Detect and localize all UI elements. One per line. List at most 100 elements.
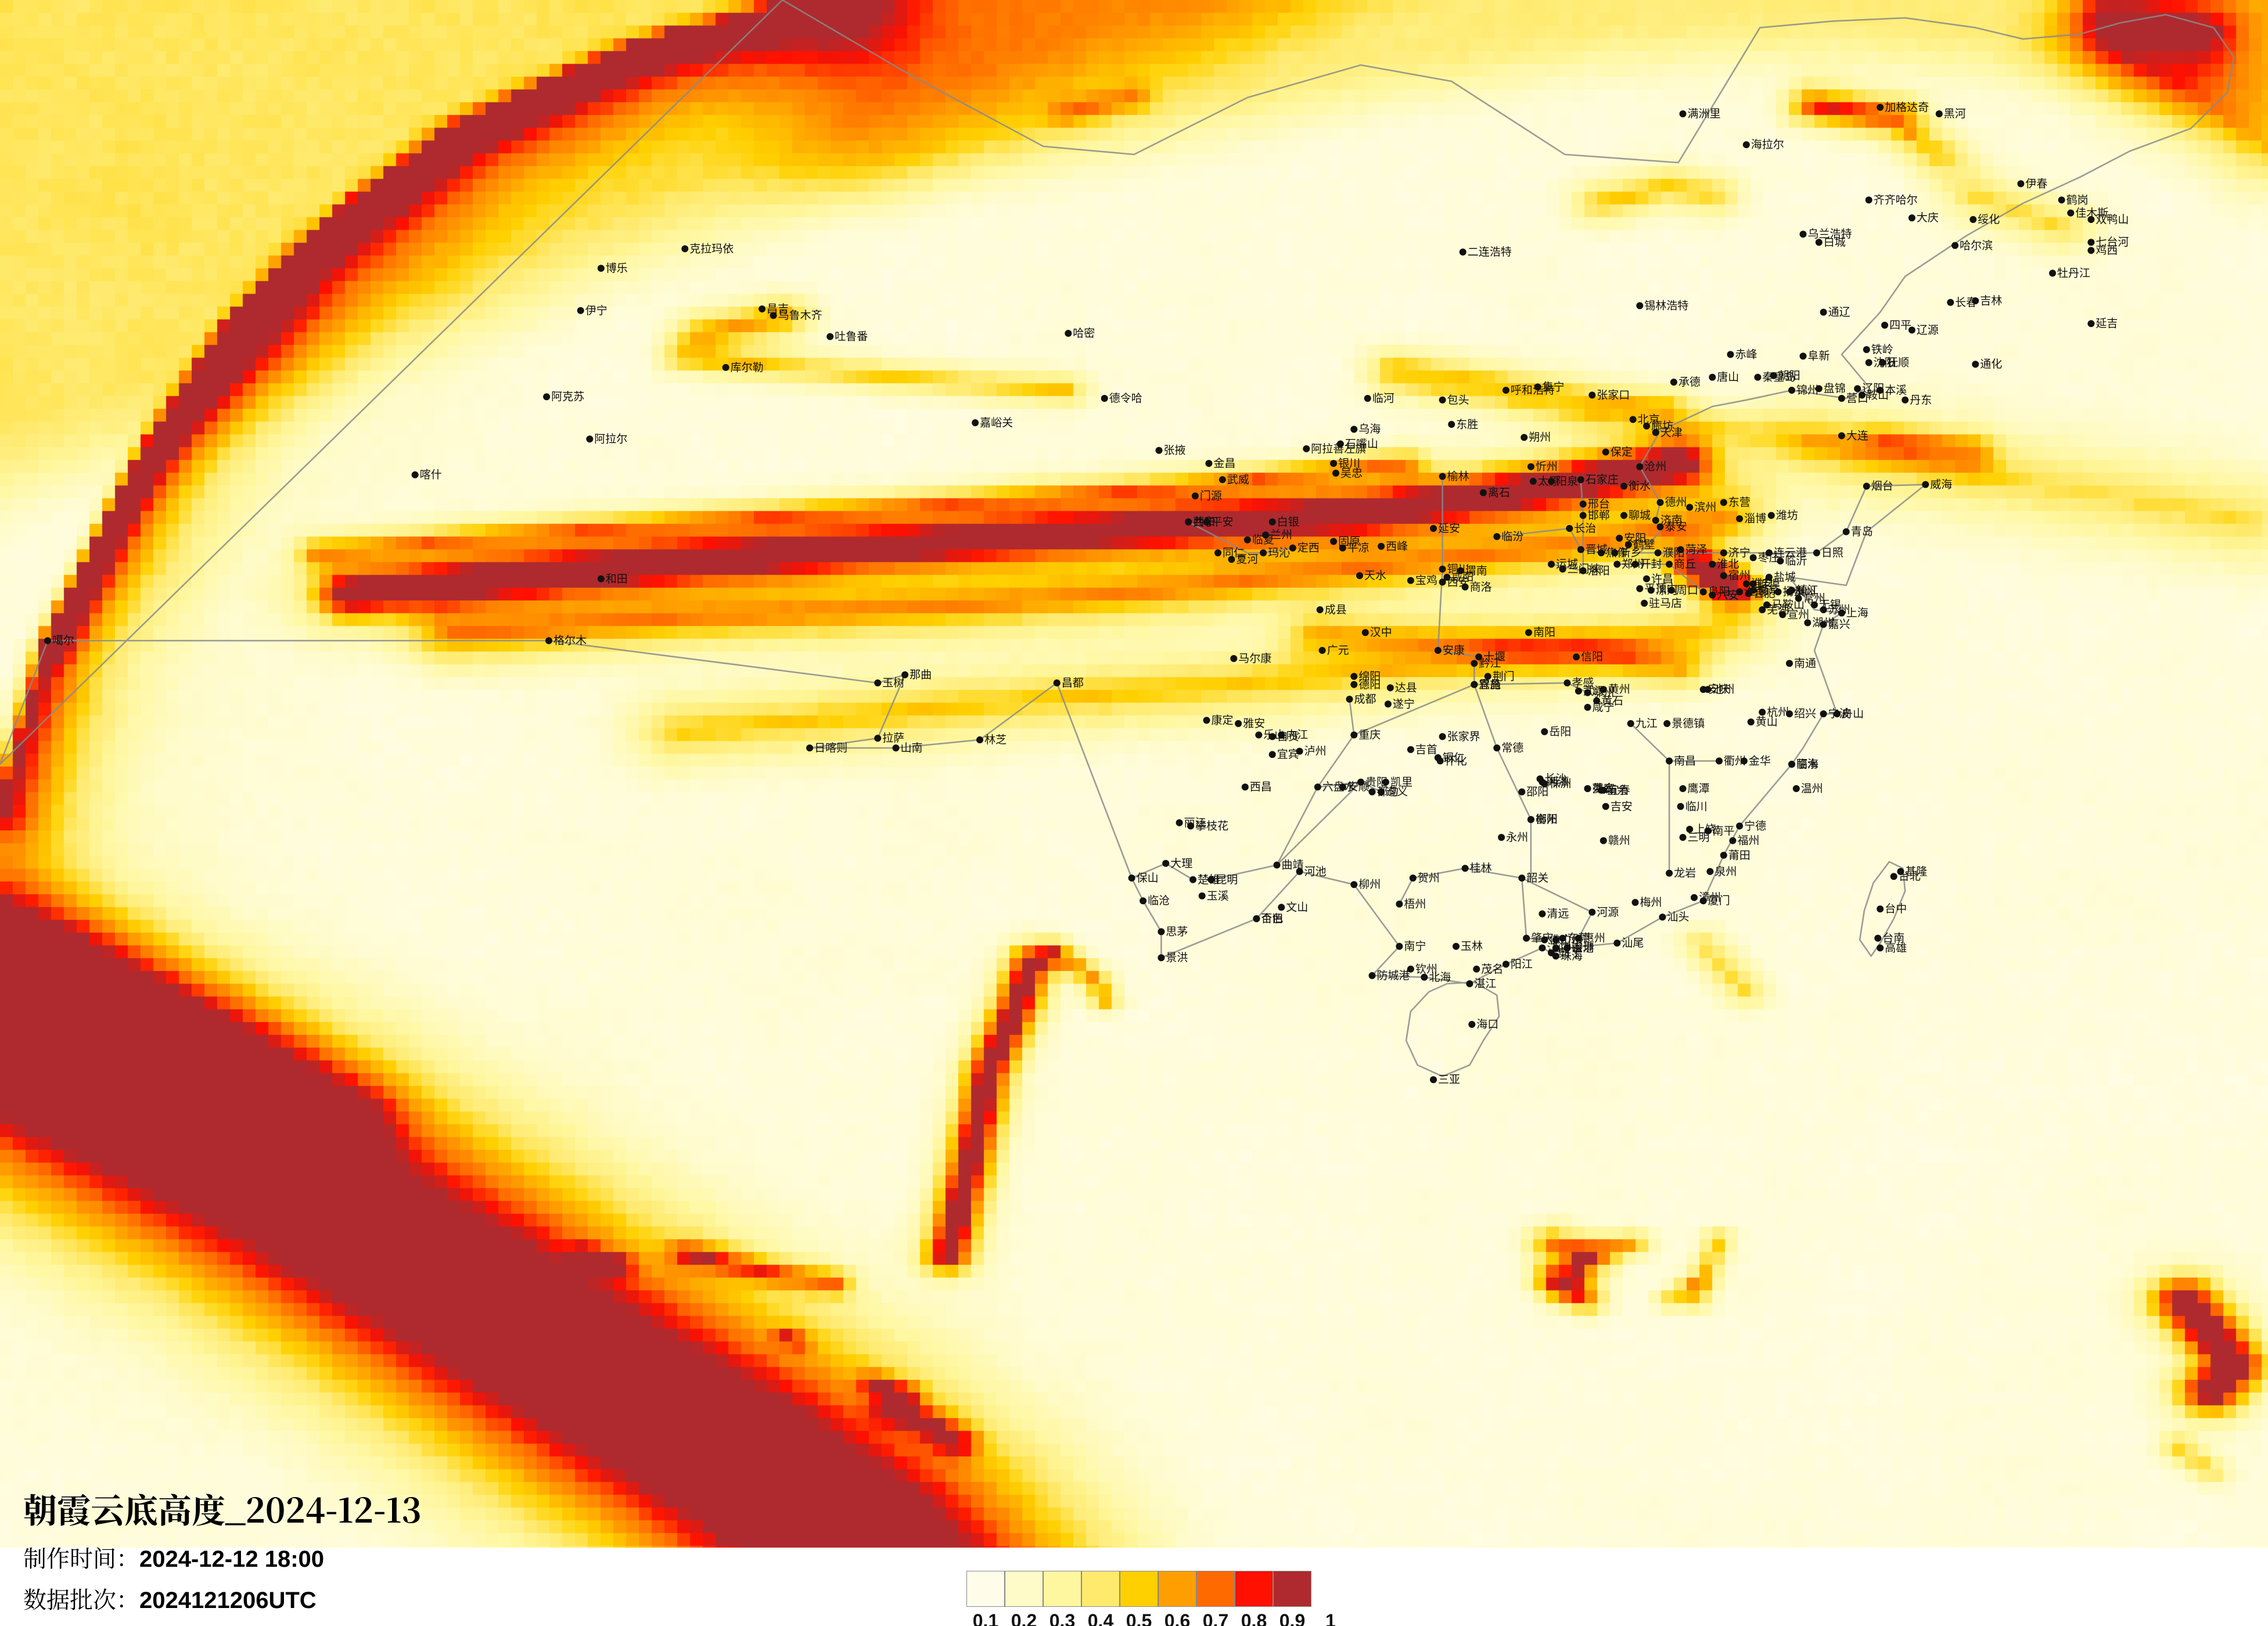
- svg-text:锡林浩特: 锡林浩特: [1644, 297, 1688, 312]
- svg-text:林芝: 林芝: [984, 731, 1007, 747]
- svg-text:永州: 永州: [1506, 829, 1528, 844]
- svg-text:汉中: 汉中: [1370, 624, 1392, 639]
- svg-text:成都: 成都: [1354, 690, 1376, 706]
- svg-text:南京: 南京: [1758, 581, 1780, 597]
- svg-text:贺州: 贺州: [1418, 869, 1440, 885]
- svg-text:张掖: 张掖: [1164, 442, 1186, 458]
- svg-text:台中: 台中: [1885, 900, 1907, 916]
- svg-text:岳阳: 岳阳: [1549, 723, 1571, 739]
- svg-text:金昌: 金昌: [1213, 455, 1235, 470]
- svg-text:加格达奇: 加格达奇: [1885, 99, 1929, 114]
- svg-text:南昌: 南昌: [1674, 752, 1696, 768]
- svg-text:宁德: 宁德: [1744, 817, 1766, 833]
- svg-text:驻马店: 驻马店: [1649, 595, 1682, 610]
- svg-text:康定: 康定: [1212, 711, 1234, 727]
- svg-text:盘锦: 盘锦: [1824, 380, 1846, 395]
- svg-text:临河: 临河: [1372, 390, 1394, 405]
- svg-text:青岛: 青岛: [1851, 523, 1873, 539]
- svg-text:清远: 清远: [1547, 905, 1569, 921]
- svg-text:张家口: 张家口: [1597, 386, 1630, 402]
- svg-text:西昌: 西昌: [1250, 778, 1272, 794]
- svg-text:日照: 日照: [1821, 544, 1843, 560]
- svg-text:韶关: 韶关: [1526, 869, 1548, 885]
- svg-text:郴州: 郴州: [1536, 811, 1558, 826]
- svg-text:咸宁: 咸宁: [1593, 699, 1615, 714]
- svg-text:衡水: 衡水: [1629, 477, 1651, 493]
- svg-text:格尔木: 格尔木: [553, 632, 587, 647]
- svg-text:德令哈: 德令哈: [1109, 390, 1142, 405]
- svg-text:威海: 威海: [1930, 476, 1952, 491]
- svg-text:临沧: 临沧: [1148, 892, 1170, 908]
- svg-text:丽江: 丽江: [1184, 814, 1206, 830]
- svg-text:门源: 门源: [1200, 487, 1222, 503]
- svg-text:海口: 海口: [1476, 1016, 1498, 1031]
- svg-text:怀化: 怀化: [1445, 752, 1467, 768]
- svg-text:池州: 池州: [1713, 681, 1735, 696]
- svg-text:柳州: 柳州: [1358, 876, 1381, 891]
- svg-text:喀什: 喀什: [420, 466, 442, 482]
- svg-text:临海: 临海: [1796, 756, 1818, 771]
- svg-text:赣州: 赣州: [1608, 832, 1630, 848]
- svg-text:南宁: 南宁: [1404, 938, 1426, 954]
- svg-text:延吉: 延吉: [2096, 315, 2118, 330]
- svg-text:玉溪: 玉溪: [1207, 887, 1229, 903]
- svg-text:基隆: 基隆: [1905, 863, 1927, 879]
- svg-text:长沙: 长沙: [1545, 770, 1567, 786]
- svg-text:石家庄: 石家庄: [1586, 471, 1619, 487]
- svg-text:二连浩特: 二连浩特: [1468, 243, 1512, 259]
- svg-text:伊宁: 伊宁: [585, 302, 608, 318]
- svg-text:山南: 山南: [901, 739, 923, 755]
- svg-text:景洪: 景洪: [1166, 949, 1188, 965]
- svg-text:昌都: 昌都: [1062, 674, 1084, 690]
- svg-text:平安: 平安: [1212, 513, 1234, 529]
- svg-text:承德: 承德: [1678, 373, 1701, 389]
- svg-text:营口: 营口: [1846, 390, 1868, 405]
- svg-text:白城: 白城: [1824, 233, 1846, 249]
- svg-text:日喀则: 日喀则: [814, 739, 847, 755]
- svg-text:哈尔滨: 哈尔滨: [1960, 237, 1993, 253]
- svg-text:九江: 九江: [1636, 715, 1658, 731]
- svg-text:茂名: 茂名: [1481, 961, 1503, 976]
- svg-text:集宁: 集宁: [1543, 378, 1565, 394]
- svg-text:包头: 包头: [1447, 391, 1469, 407]
- svg-text:宣州: 宣州: [1787, 606, 1809, 621]
- svg-text:达县: 达县: [1395, 679, 1417, 695]
- svg-text:雅安: 雅安: [1243, 715, 1265, 731]
- svg-text:抚顺: 抚顺: [1887, 354, 1909, 369]
- svg-text:内江: 内江: [1286, 726, 1308, 742]
- svg-text:龙岩: 龙岩: [1674, 865, 1696, 880]
- svg-text:南通: 南通: [1794, 654, 1816, 670]
- svg-text:秦皇岛: 秦皇岛: [1762, 369, 1795, 384]
- svg-text:文山: 文山: [1286, 898, 1308, 914]
- svg-text:遂宁: 遂宁: [1393, 695, 1415, 711]
- svg-text:石嘴山: 石嘴山: [1345, 435, 1378, 451]
- svg-text:阳泉: 阳泉: [1556, 473, 1578, 488]
- svg-text:安康: 安康: [1443, 642, 1465, 657]
- svg-text:桂林: 桂林: [1470, 859, 1492, 875]
- svg-text:舟山: 舟山: [1842, 705, 1864, 721]
- svg-text:河源: 河源: [1597, 904, 1619, 919]
- svg-text:百色: 百色: [1261, 910, 1283, 926]
- svg-text:延安: 延安: [1438, 520, 1460, 535]
- svg-text:东胜: 东胜: [1456, 416, 1478, 431]
- svg-text:哈密: 哈密: [1073, 325, 1095, 340]
- svg-text:榆林: 榆林: [1447, 467, 1469, 483]
- svg-text:漳州: 漳州: [1699, 889, 1721, 905]
- svg-text:广元: 广元: [1327, 642, 1349, 657]
- svg-text:聊城: 聊城: [1629, 507, 1651, 523]
- svg-text:濮阳: 濮阳: [1663, 544, 1685, 560]
- svg-text:常德: 常德: [1501, 739, 1523, 755]
- svg-text:湛江: 湛江: [1474, 975, 1496, 991]
- svg-text:梧州: 梧州: [1404, 895, 1426, 911]
- svg-text:遵义: 遵义: [1386, 783, 1408, 799]
- svg-text:通化: 通化: [1980, 355, 2002, 371]
- svg-text:信阳: 信阳: [1581, 648, 1603, 664]
- svg-text:伊春: 伊春: [2025, 175, 2047, 190]
- svg-text:离石: 离石: [1488, 484, 1510, 499]
- svg-text:吉安: 吉安: [1611, 798, 1633, 814]
- svg-text:和田: 和田: [606, 570, 628, 586]
- svg-text:吉林: 吉林: [1980, 292, 2002, 308]
- svg-text:朔州: 朔州: [1529, 429, 1551, 444]
- svg-text:连云港: 连云港: [1774, 544, 1807, 560]
- svg-text:高雄: 高雄: [1885, 939, 1907, 955]
